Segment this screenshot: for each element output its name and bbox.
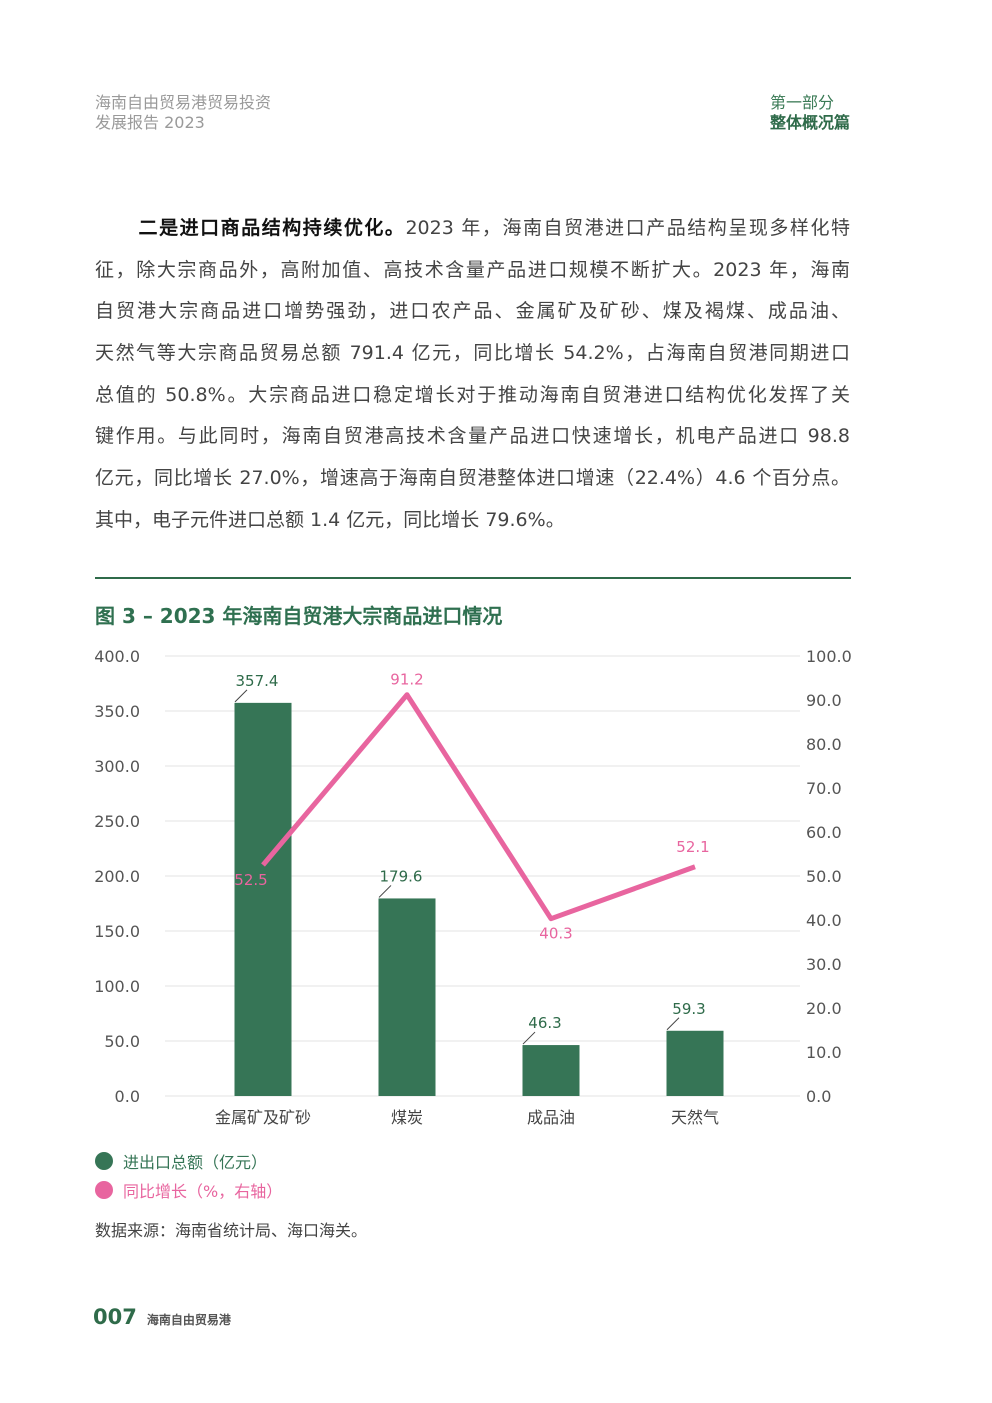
body-line: 二是进口商品结构持续优化。2023 年，海南自贸港进口产品结构呈现多样化特 bbox=[95, 208, 850, 250]
footer: 007 海南自由贸易港 bbox=[93, 1305, 231, 1329]
body-line: 键作用。与此同时，海南自贸港高技术含量产品进口快速增长，机电产品进口 98.8 bbox=[95, 425, 850, 448]
body-paragraph: 二是进口商品结构持续优化。2023 年，海南自贸港进口产品结构呈现多样化特征，除… bbox=[95, 208, 850, 542]
left-tick-label: 250.0 bbox=[94, 812, 140, 831]
left-tick-label: 300.0 bbox=[94, 757, 140, 776]
right-tick-label: 30.0 bbox=[806, 955, 842, 974]
bar bbox=[234, 702, 292, 1096]
right-tick-label: 40.0 bbox=[806, 911, 842, 930]
legend-label: 同比增长（%，右轴） bbox=[123, 1181, 283, 1201]
body-line: 其中，电子元件进口总额 1.4 亿元，同比增长 79.6%。 bbox=[95, 508, 565, 531]
legend: 进出口总额（亿元） 同比增长（%，右轴） bbox=[95, 1146, 282, 1204]
category-label: 天然气 bbox=[671, 1108, 719, 1127]
right-tick-label: 0.0 bbox=[806, 1087, 831, 1106]
label-leader bbox=[522, 1031, 536, 1045]
line-value-label: 52.5 bbox=[234, 871, 267, 889]
label-leader bbox=[378, 885, 392, 898]
body-line: 亿元，同比增长 27.0%，增速高于海南自贸港整体进口增速（22.4%）4.6 … bbox=[95, 467, 850, 490]
left-tick-label: 150.0 bbox=[94, 922, 140, 941]
bar-value-label: 357.4 bbox=[236, 672, 279, 690]
divider bbox=[95, 577, 851, 579]
bar-value-label: 46.3 bbox=[528, 1014, 561, 1032]
legend-item-bar: 进出口总额（亿元） bbox=[95, 1146, 282, 1175]
lead-sentence: 二是进口商品结构持续优化。 bbox=[137, 217, 406, 239]
right-tick-label: 50.0 bbox=[806, 867, 842, 886]
report-title-line1: 海南自由贸易港贸易投资 bbox=[95, 93, 272, 112]
left-tick-label: 100.0 bbox=[94, 977, 140, 996]
legend-label: 进出口总额（亿元） bbox=[123, 1152, 268, 1172]
data-source: 数据来源：海南省统计局、海口海关。 bbox=[95, 1221, 368, 1240]
right-tick-label: 20.0 bbox=[806, 999, 842, 1018]
report-title: 海南自由贸易港贸易投资 发展报告 2023 bbox=[95, 93, 271, 133]
right-tick-label: 70.0 bbox=[806, 779, 842, 798]
body-line: 自贸港大宗商品进口增势强劲，进口农产品、金属矿及矿砂、煤及褐煤、成品油、 bbox=[95, 300, 850, 323]
right-tick-label: 60.0 bbox=[806, 823, 842, 842]
line-value-label: 40.3 bbox=[539, 925, 572, 943]
bar bbox=[522, 1045, 580, 1096]
category-label: 成品油 bbox=[527, 1108, 575, 1127]
right-tick-label: 100.0 bbox=[806, 647, 852, 666]
line-value-label: 91.2 bbox=[390, 671, 423, 689]
bar-value-label: 59.3 bbox=[672, 1000, 705, 1018]
right-tick-label: 10.0 bbox=[806, 1043, 842, 1062]
body-text: 2023 年，海南自贸港进口产品结构呈现多样化特 bbox=[405, 217, 850, 239]
left-tick-label: 200.0 bbox=[94, 867, 140, 886]
section-part: 第一部分 bbox=[769, 93, 834, 112]
figure-title: 图 3 – 2023 年海南自贸港大宗商品进口情况 bbox=[95, 604, 503, 628]
left-tick-label: 400.0 bbox=[94, 647, 140, 666]
body-line: 征，除大宗商品外，高附加值、高技术含量产品进口规模不断扩大。2023 年，海南 bbox=[95, 258, 850, 281]
label-leader bbox=[666, 1017, 680, 1031]
bar bbox=[666, 1030, 724, 1096]
growth-line bbox=[261, 692, 696, 922]
left-tick-label: 0.0 bbox=[115, 1087, 140, 1106]
right-tick-label: 90.0 bbox=[806, 691, 842, 710]
report-title-line2: 发展报告 2023 bbox=[95, 113, 205, 132]
section-name: 整体概况篇 bbox=[769, 113, 850, 132]
bar-value-label: 179.6 bbox=[380, 867, 423, 885]
category-label: 煤炭 bbox=[391, 1108, 423, 1127]
legend-item-line: 同比增长（%，右轴） bbox=[95, 1175, 282, 1204]
category-label: 金属矿及矿砂 bbox=[215, 1108, 311, 1127]
line-value-label: 52.1 bbox=[676, 838, 709, 856]
legend-swatch bbox=[95, 1151, 113, 1170]
left-tick-label: 350.0 bbox=[94, 702, 140, 721]
bar bbox=[378, 898, 436, 1096]
label-leader bbox=[234, 689, 248, 703]
section-title: 第一部分 整体概况篇 bbox=[770, 93, 850, 133]
body-line: 总值的 50.8%。大宗商品进口稳定增长对于推动海南自贸港进口结构优化发挥了关 bbox=[95, 383, 850, 406]
footer-name: 海南自由贸易港 bbox=[146, 1313, 231, 1327]
right-tick-label: 80.0 bbox=[806, 735, 842, 754]
legend-swatch bbox=[95, 1180, 113, 1199]
left-tick-label: 50.0 bbox=[104, 1032, 140, 1051]
page-number: 007 bbox=[93, 1305, 137, 1329]
body-line: 天然气等大宗商品贸易总额 791.4 亿元，同比增长 54.2%，占海南自贸港同… bbox=[95, 342, 850, 365]
